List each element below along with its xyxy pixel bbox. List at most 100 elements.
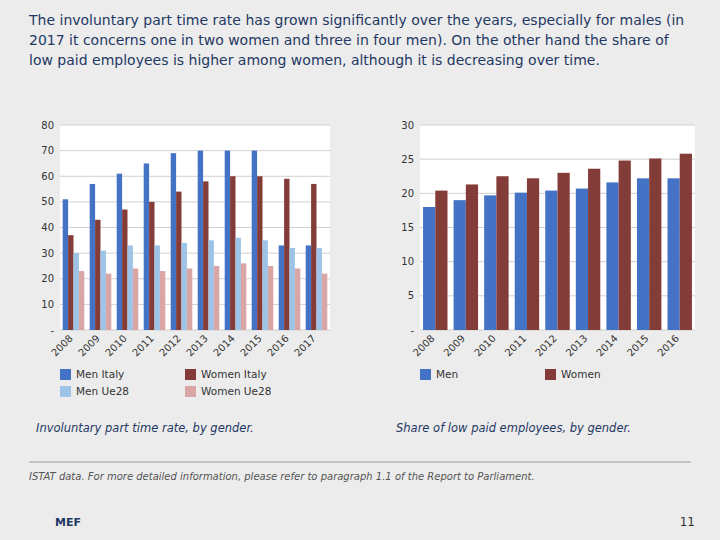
y-tick-label: 50 (41, 196, 54, 207)
bar (236, 238, 241, 330)
bar (279, 245, 284, 330)
x-tick-label: 2010 (472, 333, 498, 359)
legend-label: Women (561, 368, 601, 380)
bar (252, 151, 257, 330)
bar (263, 240, 268, 330)
legend-swatch (420, 369, 431, 380)
plot-background (60, 125, 330, 330)
legend-label: Men Italy (76, 368, 124, 380)
y-tick-label: 60 (41, 171, 54, 182)
y-tick-label: 30 (41, 248, 54, 259)
y-tick-label: 10 (401, 256, 414, 267)
bar (257, 176, 262, 330)
grid-line (60, 150, 330, 151)
x-tick-label: 2015 (238, 333, 264, 359)
bar (322, 274, 327, 330)
bar (133, 269, 138, 331)
bar (225, 151, 230, 330)
bar (606, 182, 618, 330)
x-tick-label: 2012 (157, 333, 183, 359)
legend-swatch (60, 386, 71, 397)
bar (95, 220, 100, 330)
footer-rule (29, 462, 691, 463)
page-canvas: -102030405060708020082009201020112012201… (0, 0, 720, 540)
page-number: 11 (680, 515, 695, 529)
bar (182, 243, 187, 330)
legend-swatch (185, 369, 196, 380)
bar (295, 269, 300, 331)
bar (576, 189, 588, 330)
x-tick-label: 2013 (184, 333, 210, 359)
bar (423, 207, 435, 330)
bar (484, 195, 496, 330)
bar (128, 245, 133, 330)
bar (317, 248, 322, 330)
bar (241, 263, 246, 330)
bar (466, 184, 478, 330)
bar (79, 271, 84, 330)
x-tick-label: 2010 (103, 333, 129, 359)
bar (558, 173, 570, 330)
chart-caption: Share of low paid employees, by gender. (396, 421, 631, 435)
bar (680, 154, 692, 330)
chart: -510152025302008200920102011201220132014… (396, 120, 695, 436)
bar (311, 184, 316, 330)
x-tick-label: 2009 (76, 333, 102, 359)
bar (198, 151, 203, 330)
plot-background (420, 125, 695, 330)
grid-line (60, 125, 330, 126)
legend-swatch (185, 386, 196, 397)
bar (588, 169, 600, 330)
bar (160, 271, 165, 330)
bar (171, 153, 176, 330)
bar (144, 163, 149, 330)
bar (619, 161, 631, 330)
bar (545, 191, 557, 330)
bar (90, 184, 95, 330)
y-tick-label: 25 (401, 154, 414, 165)
x-tick-label: 2011 (503, 333, 529, 359)
grid-line (60, 176, 330, 177)
x-tick-label: 2008 (49, 333, 75, 359)
bar (214, 266, 219, 330)
bar (637, 178, 649, 330)
bar (74, 253, 79, 330)
bar (63, 199, 68, 330)
y-tick-label: - (410, 325, 414, 336)
bar (209, 240, 214, 330)
bar (268, 266, 273, 330)
bar (284, 179, 289, 330)
chart-caption: Involuntary part time rate, by gender. (36, 421, 254, 435)
legend-swatch (60, 369, 71, 380)
bar (435, 191, 447, 330)
bar (454, 200, 466, 330)
grid-line (420, 125, 695, 126)
bars (423, 154, 692, 330)
y-tick-label: 40 (41, 222, 54, 233)
legend-label: Women Ue28 (201, 385, 271, 397)
x-tick-label: 2012 (533, 333, 559, 359)
bar (306, 245, 311, 330)
footer-text: ISTAT data. For more detailed informatio… (29, 471, 535, 482)
legend-label: Women Italy (201, 368, 267, 380)
x-tick-label: 2014 (594, 333, 620, 359)
x-tick-label: 2009 (441, 333, 467, 359)
bar (203, 181, 208, 330)
bar (527, 178, 539, 330)
bar (122, 210, 127, 330)
page-title: The involuntary part time rate has grown… (29, 10, 691, 70)
bar (117, 174, 122, 330)
y-tick-label: 30 (401, 120, 414, 131)
y-tick-label: 15 (401, 222, 414, 233)
bar (176, 192, 181, 330)
x-tick-label: 2015 (625, 333, 651, 359)
bar (155, 245, 160, 330)
y-tick-label: 5 (408, 290, 414, 301)
bar (106, 274, 111, 330)
bar (149, 202, 154, 330)
x-tick-label: 2017 (292, 333, 318, 359)
bar (496, 176, 508, 330)
y-tick-label: 70 (41, 145, 54, 156)
x-tick-label: 2008 (411, 333, 437, 359)
bar (515, 193, 527, 330)
